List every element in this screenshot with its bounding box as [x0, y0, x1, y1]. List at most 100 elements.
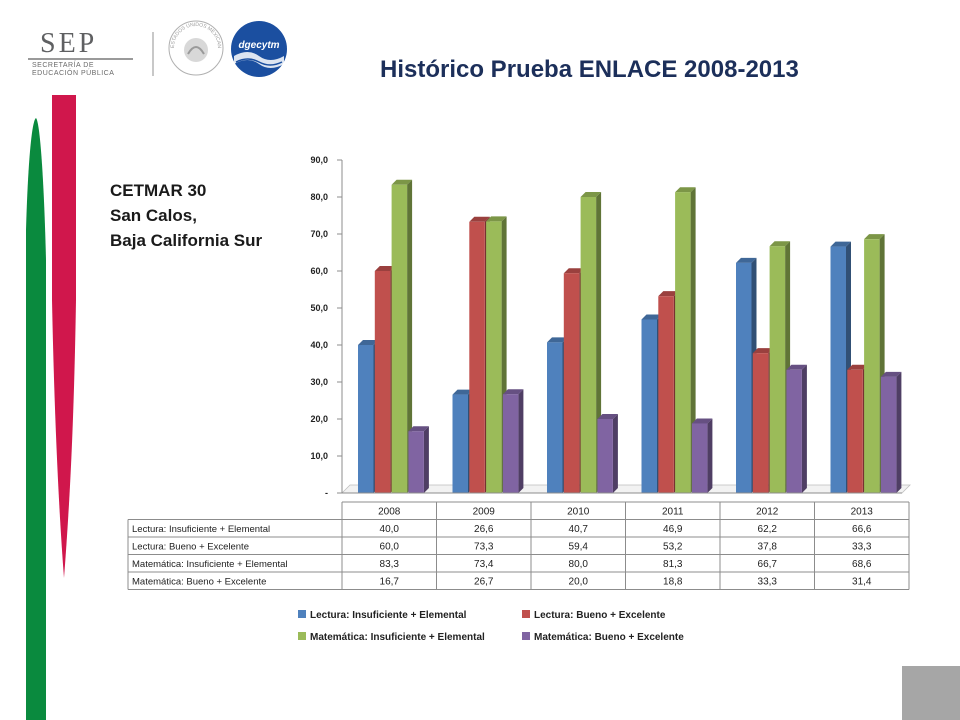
bar-top [769, 241, 791, 247]
bar-side [423, 426, 429, 493]
table-value: 37,8 [758, 542, 778, 553]
bar-top [452, 389, 473, 395]
legend-entry: Lectura: Bueno + Excelente [534, 610, 666, 621]
bar [374, 271, 391, 493]
bar-top [786, 364, 807, 370]
bar [691, 423, 708, 493]
table-series-label: Lectura: Insuficiente + Elemental [132, 524, 270, 535]
green-stripe [26, 118, 46, 720]
x-category-label: 2012 [756, 507, 779, 518]
bar [563, 273, 580, 493]
table-value: 66,7 [758, 559, 778, 570]
table-value: 31,4 [852, 577, 872, 588]
location-label: CETMAR 30 San Calos, Baja California Sur [110, 178, 262, 253]
x-category-label: 2008 [378, 507, 401, 518]
bar [391, 184, 408, 494]
bar-top [691, 418, 713, 424]
legend-swatch [522, 610, 530, 618]
table-value: 16,7 [380, 577, 400, 588]
bar-top [880, 371, 902, 377]
bar-side [690, 187, 696, 493]
bar-side [801, 364, 807, 493]
bar [658, 296, 674, 493]
bar-side [707, 418, 713, 493]
sep-logo-rule [28, 58, 133, 60]
bar-top [358, 340, 379, 345]
legend-entry: Matemática: Insuficiente + Elemental [310, 632, 485, 643]
table-value: 53,2 [663, 542, 683, 553]
bar [736, 262, 752, 493]
table-value: 73,4 [474, 559, 494, 570]
y-tick-label: - [325, 488, 328, 498]
page-title: Histórico Prueba ENLACE 2008-2013 [380, 56, 799, 83]
bar-top [374, 266, 396, 271]
bar [786, 369, 802, 493]
bar-top [830, 241, 851, 247]
table-series-label: Matemática: Insuficiente + Elemental [132, 559, 288, 570]
y-tick-label: 40,0 [310, 340, 328, 350]
bar [880, 376, 897, 493]
red-stripe [52, 95, 76, 578]
legend-entry: Matemática: Bueno + Excelente [534, 632, 684, 643]
table-value: 80,0 [569, 559, 589, 570]
table-value: 33,3 [852, 542, 872, 553]
y-tick-label: 10,0 [310, 451, 328, 461]
table-value: 60,0 [380, 542, 400, 553]
bar [597, 419, 613, 493]
bar [830, 246, 846, 493]
table-value: 83,3 [380, 559, 400, 570]
bar-top [597, 414, 618, 419]
bar-top [641, 314, 662, 320]
location-line-2: San Calos, [110, 206, 197, 225]
bar [408, 431, 424, 493]
table-value: 73,3 [474, 542, 494, 553]
bar-top [391, 179, 413, 185]
dgecytm-logo-text: dgecytm [238, 40, 279, 51]
table-value: 66,6 [852, 524, 872, 535]
bar-top [675, 187, 696, 193]
y-tick-label: 60,0 [310, 266, 328, 276]
bar [580, 197, 597, 493]
y-tick-label: 30,0 [310, 377, 328, 387]
table-value: 26,6 [474, 524, 494, 535]
table-series-label: Matemática: Bueno + Excelente [132, 577, 266, 588]
table-value: 59,4 [569, 542, 589, 553]
bar-top [736, 257, 757, 263]
bar-top [547, 337, 568, 343]
bar [847, 369, 863, 493]
bar-top [486, 216, 507, 222]
bar-top [864, 234, 885, 240]
y-tick-label: 80,0 [310, 192, 328, 202]
legend-entry: Lectura: Insuficiente + Elemental [310, 610, 467, 621]
sep-logo-text: SEP [40, 28, 98, 59]
bar [469, 221, 485, 494]
y-tick-label: 70,0 [310, 229, 328, 239]
mexico-seal-icon: ESTADOS UNIDOS MEXICANOS [166, 18, 224, 76]
bar-top [752, 348, 774, 354]
sep-subtitle-line-2: EDUCACIÓN PÚBLICA [32, 70, 115, 77]
bar-top [469, 216, 490, 222]
bar-top [408, 426, 429, 432]
bar-top [847, 364, 868, 370]
table-value: 40,7 [569, 524, 589, 535]
x-category-label: 2011 [662, 507, 684, 518]
table-value: 20,0 [569, 577, 589, 588]
table-series-label: Lectura: Bueno + Excelente [132, 542, 249, 553]
sep-subtitle-line-1: SECRETARÍA DE [32, 62, 94, 69]
legend-swatch [522, 632, 530, 640]
bar-side [896, 371, 902, 493]
y-tick-label: 20,0 [310, 414, 328, 424]
bar-side [612, 414, 618, 493]
corner-block [902, 666, 960, 720]
bar-side [518, 389, 524, 493]
bar [452, 394, 468, 493]
table-value: 40,0 [380, 524, 400, 535]
bar [486, 221, 502, 494]
bar [641, 319, 657, 493]
y-tick-label: 90,0 [310, 155, 328, 165]
bar [752, 353, 769, 493]
bar-top [658, 291, 679, 297]
bar-side [407, 179, 413, 494]
